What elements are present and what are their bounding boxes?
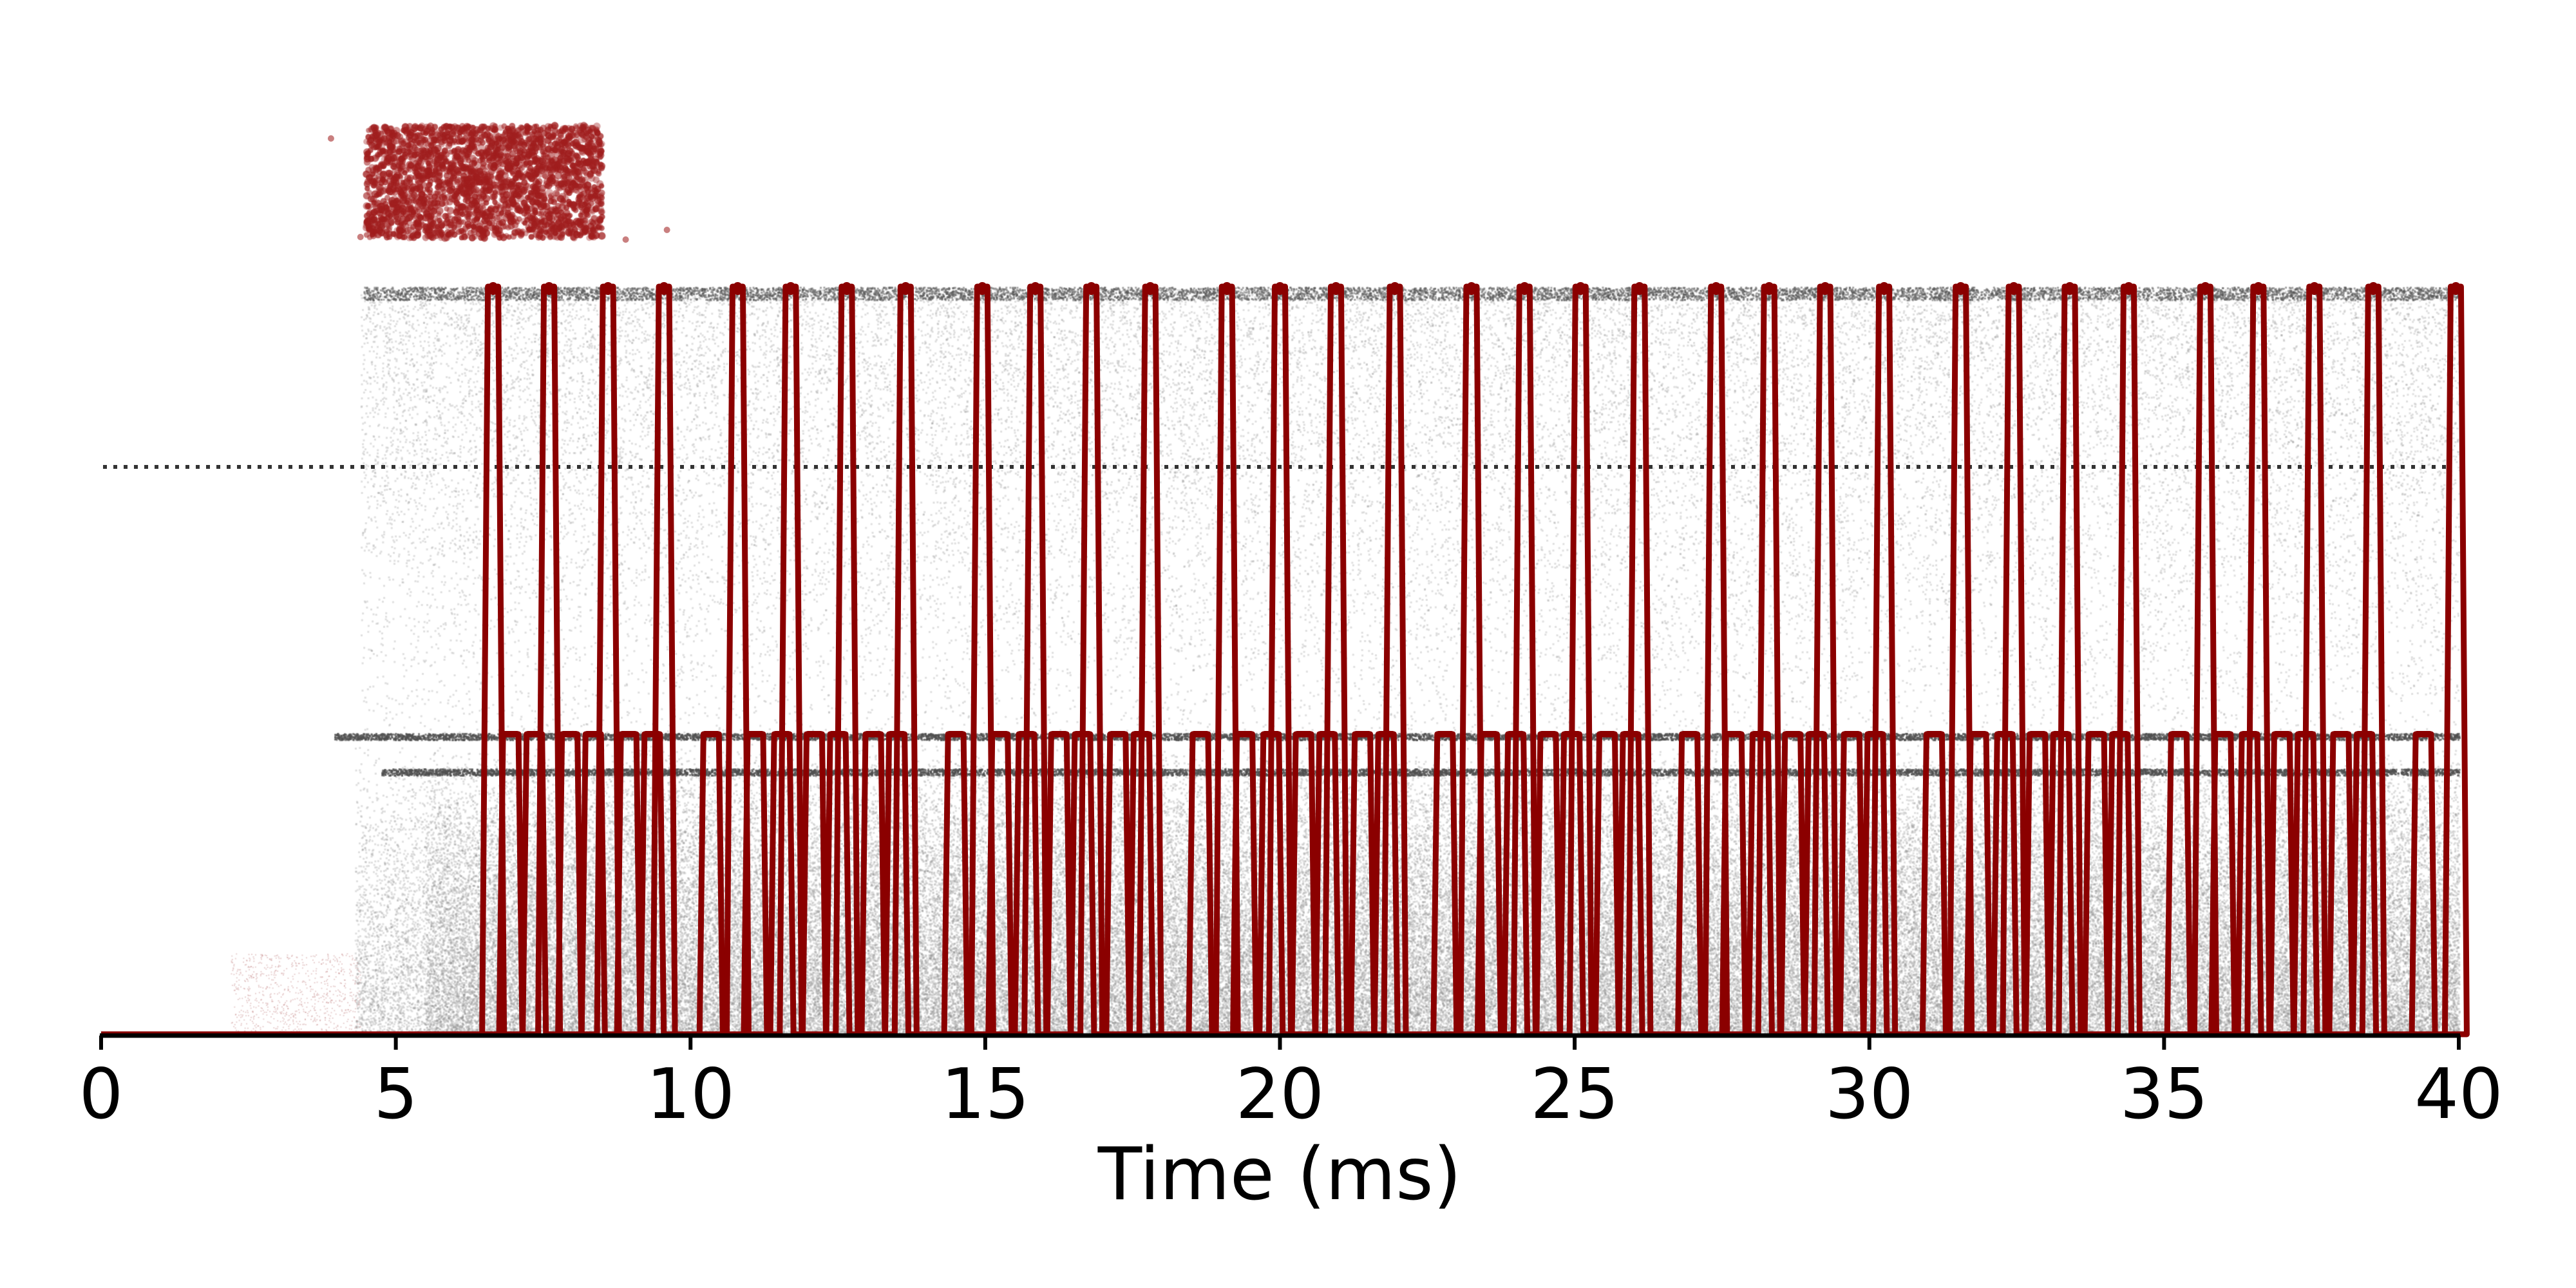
x-tick-label: 25 bbox=[1530, 1054, 1618, 1135]
input-spike-outlier bbox=[327, 135, 334, 142]
x-tick-label: 20 bbox=[1236, 1054, 1324, 1135]
input-spike-outlier bbox=[622, 236, 629, 243]
x-tick-label: 30 bbox=[1825, 1054, 1913, 1135]
x-tick-label: 35 bbox=[2120, 1054, 2208, 1135]
x-tick-label: 15 bbox=[941, 1054, 1029, 1135]
input-spike-outlier bbox=[357, 234, 364, 240]
x-tick-label: 0 bbox=[79, 1054, 124, 1135]
x-axis-label: Time (ms) bbox=[1097, 1133, 1462, 1217]
x-tick-label: 5 bbox=[374, 1054, 418, 1135]
x-tick-label: 40 bbox=[2414, 1054, 2503, 1135]
x-tick-label: 10 bbox=[647, 1054, 735, 1135]
input-spike-outlier bbox=[663, 227, 670, 233]
x-axis-ticks: 0 5 10 15 20 25 30 35 40 bbox=[79, 1036, 2503, 1135]
